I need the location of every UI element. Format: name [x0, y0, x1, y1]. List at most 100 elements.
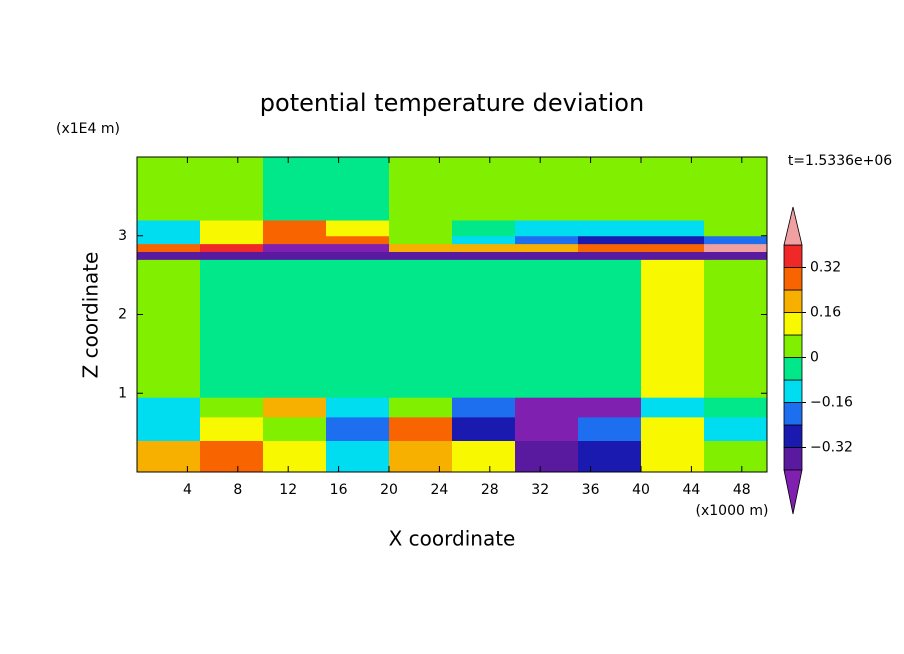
y-axis-label: Z coordinate — [79, 252, 103, 379]
x-tick-label: 40 — [632, 482, 650, 498]
colorbar-box — [783, 289, 803, 313]
field-cell — [200, 259, 264, 398]
colorbar-box — [783, 334, 803, 358]
field-cell — [515, 416, 579, 441]
field-cell — [578, 416, 642, 441]
field-cell — [389, 157, 453, 221]
field-cell — [263, 157, 327, 221]
x-tick-label: 8 — [233, 482, 242, 498]
field-cell — [137, 243, 201, 252]
field-cell — [578, 220, 642, 237]
field-cell — [704, 235, 768, 245]
field-cell — [515, 220, 579, 237]
field-cell — [641, 416, 705, 441]
field-cell — [263, 259, 327, 398]
field-cell — [578, 235, 642, 245]
field-cell — [515, 243, 579, 252]
field-cell — [704, 397, 768, 418]
field-cell — [452, 440, 516, 473]
field-cell — [326, 259, 390, 398]
x-tick-label: 24 — [430, 482, 448, 498]
colorbar-tick-label: −0.16 — [810, 395, 853, 411]
field-cell — [641, 440, 705, 473]
field-cell — [704, 416, 768, 441]
colorbar-box — [783, 267, 803, 291]
colorbar-box — [783, 312, 803, 336]
x-tick-label: 44 — [682, 482, 700, 498]
field-cell — [515, 157, 579, 221]
field-cell — [326, 251, 390, 260]
field-cell — [200, 220, 264, 237]
field-cell — [263, 397, 327, 418]
field-cell — [137, 397, 201, 418]
x-unit: (x1000 m) — [696, 503, 769, 519]
field-cell — [389, 259, 453, 398]
x-tick-label: 28 — [481, 482, 499, 498]
field-cell — [200, 251, 264, 260]
field-cell — [452, 251, 516, 260]
colorbar-box — [783, 357, 803, 381]
field-cell — [200, 243, 264, 252]
colorbar-tick-label: 0.16 — [810, 305, 841, 321]
field-cell — [263, 440, 327, 473]
colorbar-box — [783, 402, 803, 426]
field-cell — [704, 251, 768, 260]
field-cell — [578, 157, 642, 221]
field-cell — [641, 259, 705, 398]
field-cell — [578, 259, 642, 398]
colorbar-box — [783, 244, 803, 268]
colorbar-box — [783, 379, 803, 403]
field-cell — [200, 157, 264, 221]
field-cell — [578, 243, 642, 252]
time-annotation: t=1.5336e+06 — [788, 153, 892, 169]
field-cell — [200, 235, 264, 245]
field-cell — [137, 235, 201, 245]
x-tick-label: 32 — [531, 482, 549, 498]
field-cell — [578, 251, 642, 260]
field-cell — [137, 157, 201, 221]
field-cell — [452, 259, 516, 398]
field-cell — [137, 416, 201, 441]
field-cell — [641, 220, 705, 237]
field-cell — [704, 157, 768, 221]
field-cell — [641, 157, 705, 221]
y-tick-label: 1 — [118, 385, 127, 401]
x-tick-label: 4 — [183, 482, 192, 498]
colorbar-tick-label: 0 — [810, 350, 819, 366]
field-cell — [452, 243, 516, 252]
field-cell — [704, 440, 768, 473]
field-cell — [515, 259, 579, 398]
field-cell — [515, 235, 579, 245]
x-tick-label: 16 — [330, 482, 348, 498]
field-cell — [452, 157, 516, 221]
field-cell — [515, 440, 579, 473]
field-cell — [326, 235, 390, 245]
x-axis-label: X coordinate — [389, 527, 516, 551]
field-cell — [200, 416, 264, 441]
colorbar-box — [783, 447, 803, 471]
field-cell — [452, 416, 516, 441]
field-cell — [326, 157, 390, 221]
field-cell — [389, 243, 453, 252]
field-cell — [452, 397, 516, 418]
field-cell — [326, 416, 390, 441]
field-cell — [578, 440, 642, 473]
colorbar-tick-label: −0.32 — [810, 440, 853, 456]
chart-title: potential temperature deviation — [260, 89, 644, 117]
x-tick-label: 12 — [279, 482, 297, 498]
x-tick-label: 36 — [582, 482, 600, 498]
field-cell — [137, 259, 201, 398]
colorbar-extension — [783, 206, 803, 246]
field-cell — [704, 243, 768, 252]
field-cell — [263, 220, 327, 237]
field-cell — [137, 440, 201, 473]
field-cell — [389, 251, 453, 260]
field-cell — [641, 251, 705, 260]
field-cell — [641, 235, 705, 245]
field-cell — [137, 220, 201, 237]
field-cell — [326, 397, 390, 418]
field-cell — [326, 220, 390, 237]
field-cell — [641, 397, 705, 418]
field-cell — [263, 416, 327, 441]
